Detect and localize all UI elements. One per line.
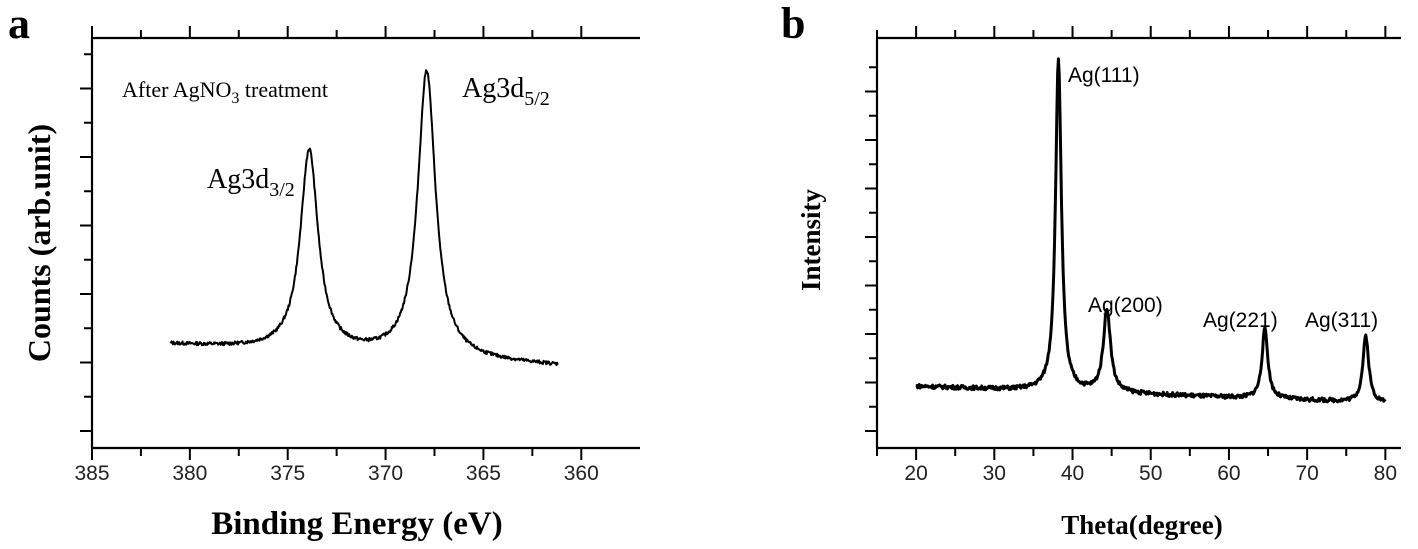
x-tick-label: 70 — [1295, 462, 1318, 485]
x-tick-label: 380 — [172, 462, 207, 485]
x-tick-label: 60 — [1217, 462, 1240, 485]
spectrum-line — [169, 69, 559, 367]
panel-b-chart: 20 30 40 50 60 70 80 Theta(degree) Intensity Ag(1… — [796, 26, 1401, 540]
peak-annotation-ag111: Ag(111) — [1068, 64, 1140, 87]
y-axis-title: Intensity — [796, 188, 826, 291]
x-tick-label: 385 — [74, 462, 109, 485]
axes-frame: 20 30 40 50 60 70 80 — [865, 26, 1401, 485]
x-tick-label: 365 — [466, 462, 501, 485]
panel-a-chart: 385 380 375 370 365 360 Binding Energy (eV) Cou… — [21, 26, 640, 542]
x-tick-label: 40 — [1061, 462, 1084, 485]
panel-b-letter: b — [781, 0, 805, 48]
peak-annotation-treatment: After AgNO3 treatment — [122, 77, 328, 107]
peak-annotation-ag221: Ag(221) — [1203, 309, 1278, 332]
x-axis-title: Theta(degree) — [1061, 510, 1222, 540]
peak-annotation-ag311: Ag(311) — [1305, 309, 1378, 332]
axes-frame: 385 380 375 370 365 360 — [74, 26, 640, 485]
x-tick-label: 80 — [1374, 462, 1397, 485]
peak-annotation-ag3d32: Ag3d3/2 — [207, 164, 295, 201]
x-tick-label: 375 — [270, 462, 305, 485]
x-tick-label: 20 — [904, 462, 927, 485]
x-tick-label: 360 — [564, 462, 599, 485]
x-tick-label: 30 — [983, 462, 1006, 485]
x-axis-title: Binding Energy (eV) — [211, 506, 503, 542]
peak-annotation-ag3d52: Ag3d5/2 — [462, 73, 550, 110]
spectrum-line — [915, 57, 1387, 404]
y-axis-title: Counts (arb.unit) — [21, 124, 57, 362]
x-tick-label: 370 — [368, 462, 403, 485]
x-tick-label: 50 — [1139, 462, 1162, 485]
peak-annotation-ag200: Ag(200) — [1088, 294, 1163, 317]
panel-a-letter: a — [8, 0, 30, 48]
